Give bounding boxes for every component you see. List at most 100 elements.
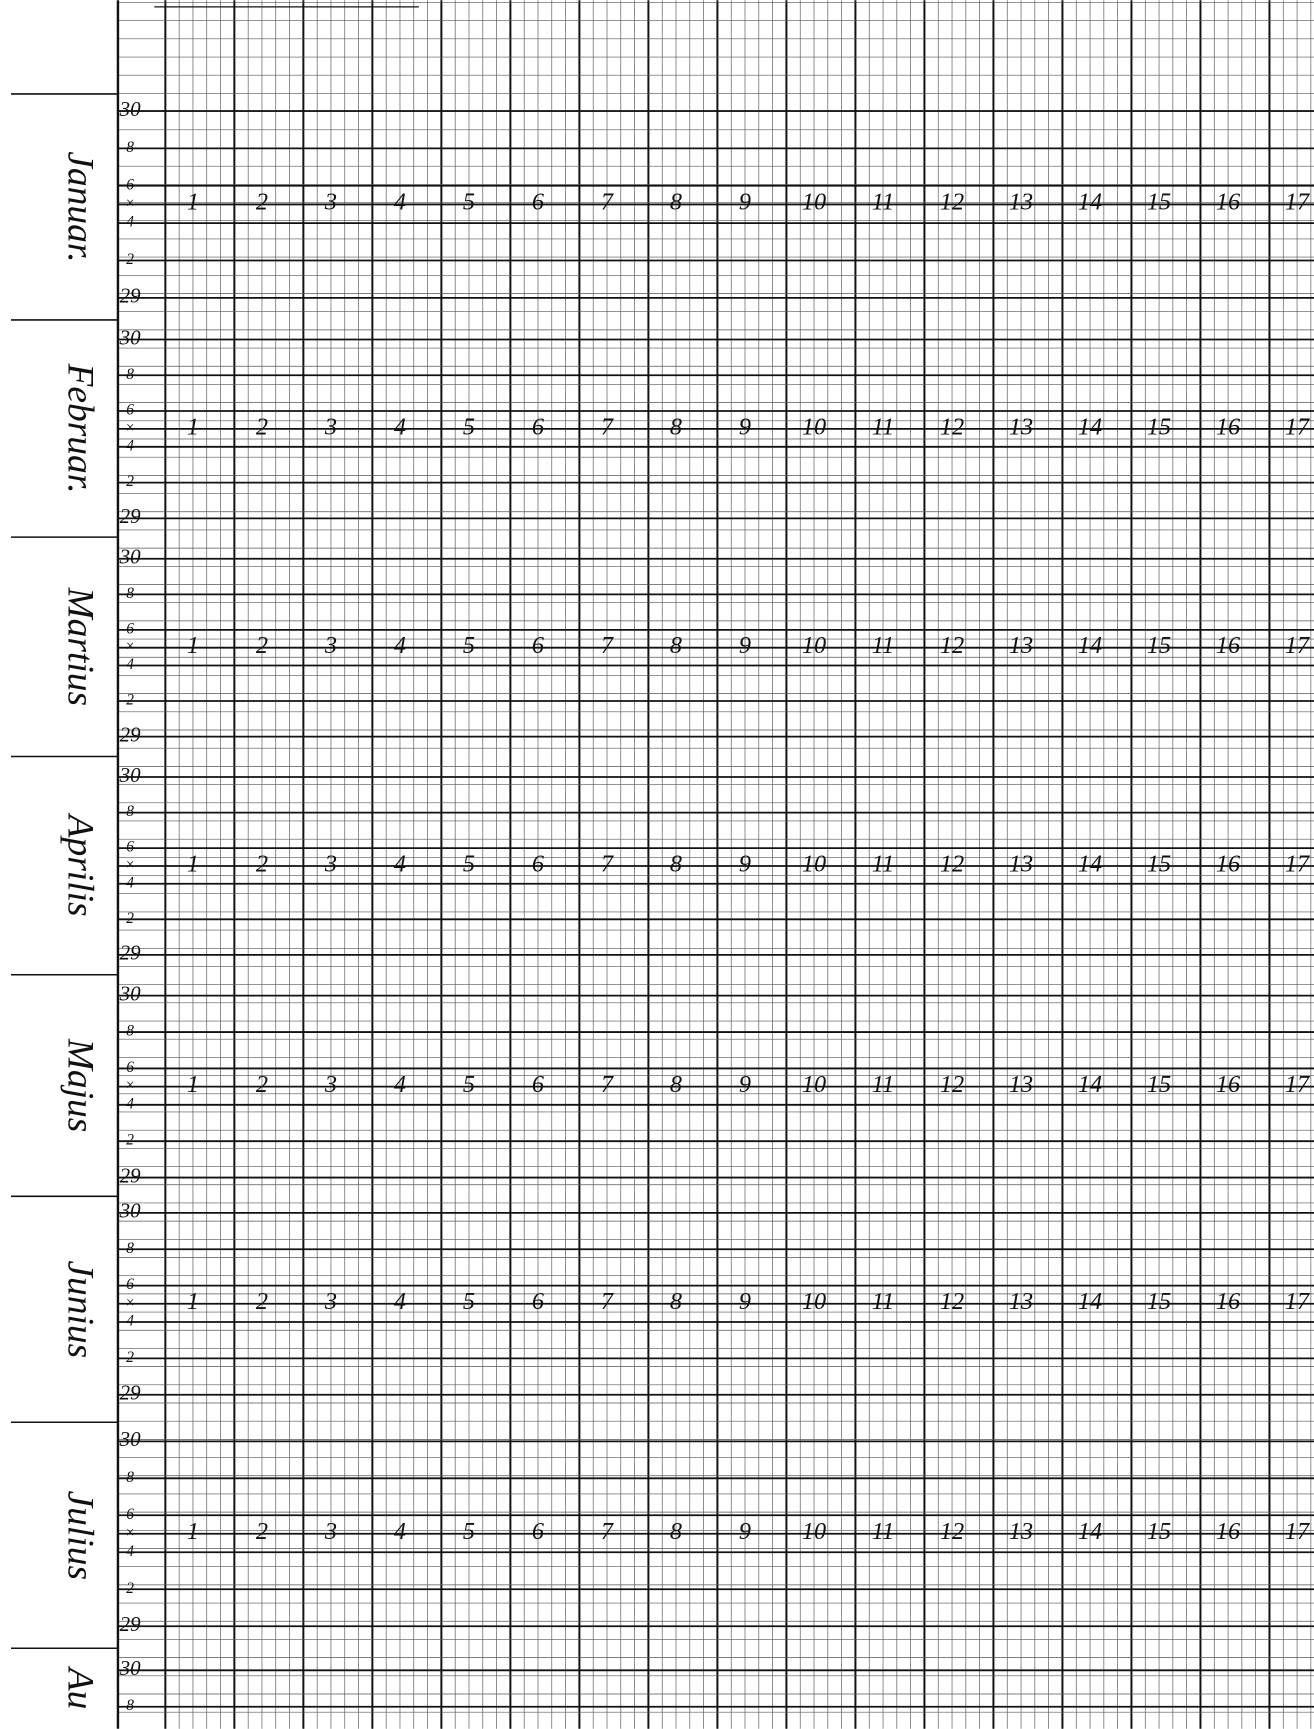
day-label: 15 xyxy=(1147,632,1171,659)
day-label: 3 xyxy=(324,1288,337,1315)
day-label: 16 xyxy=(1216,632,1240,659)
y-tick-label: 8 xyxy=(126,139,134,156)
day-label: 3 xyxy=(324,1518,337,1545)
month-title: Junius xyxy=(60,1260,101,1358)
day-label: 3 xyxy=(324,188,337,215)
day-label: 7 xyxy=(601,632,614,659)
day-label: 5 xyxy=(463,1288,475,1315)
y-tick-label: 8 xyxy=(126,1469,134,1486)
day-label: 16 xyxy=(1216,413,1240,440)
day-label: 16 xyxy=(1216,188,1240,215)
day-label: 14 xyxy=(1078,1288,1102,1315)
day-label: 5 xyxy=(463,413,475,440)
day-label: 15 xyxy=(1147,1288,1171,1315)
y-tick-label: 8 xyxy=(126,1240,134,1257)
day-label: 17 xyxy=(1285,188,1310,215)
day-label: 11 xyxy=(872,1071,894,1098)
y-tick-label: 30 xyxy=(119,97,141,121)
day-label: 4 xyxy=(394,188,406,215)
day-label: 7 xyxy=(601,1288,614,1315)
day-label: 14 xyxy=(1078,1071,1102,1098)
day-label: 9 xyxy=(739,850,751,877)
day-label: 16 xyxy=(1216,1288,1240,1315)
day-label: 11 xyxy=(872,1518,894,1545)
y-tick-label: 29 xyxy=(120,1381,141,1405)
day-label: 4 xyxy=(394,1518,406,1545)
y-tick-label: × xyxy=(125,1294,135,1311)
day-label: 4 xyxy=(394,1288,406,1315)
day-label: 10 xyxy=(802,1288,826,1315)
day-label: 2 xyxy=(256,1288,268,1315)
day-label: 12 xyxy=(940,850,964,877)
y-tick-label: 2 xyxy=(126,1580,134,1597)
day-label: 14 xyxy=(1078,1518,1102,1545)
month-title: Majus xyxy=(60,1038,101,1133)
day-label: 7 xyxy=(601,1071,614,1098)
day-label: 16 xyxy=(1216,850,1240,877)
day-label: 10 xyxy=(802,1518,826,1545)
day-label: 7 xyxy=(601,413,614,440)
y-tick-label: 4 xyxy=(126,437,134,454)
day-label: 16 xyxy=(1216,1071,1240,1098)
day-label: 17 xyxy=(1285,1071,1310,1098)
day-label: 17 xyxy=(1285,632,1310,659)
y-tick-label: 30 xyxy=(119,545,141,569)
y-tick-label: 6 xyxy=(126,620,134,637)
month-title: Julius xyxy=(60,1491,101,1581)
y-tick-label: 29 xyxy=(120,284,141,308)
y-tick-label: 8 xyxy=(126,585,134,602)
y-tick-label: 29 xyxy=(120,504,141,528)
y-tick-label: 30 xyxy=(119,981,141,1005)
day-label: 4 xyxy=(394,632,406,659)
day-label: 2 xyxy=(256,1518,268,1545)
day-label: 13 xyxy=(1009,1518,1033,1545)
y-tick-label: 4 xyxy=(126,1313,134,1330)
day-label: 8 xyxy=(670,413,682,440)
day-label: 1 xyxy=(187,850,199,877)
day-label: 7 xyxy=(601,1518,614,1545)
day-label: 16 xyxy=(1216,1518,1240,1545)
day-label: 4 xyxy=(394,1071,406,1098)
day-label: 1 xyxy=(187,1518,199,1545)
day-label: 6 xyxy=(532,632,544,659)
day-label: 2 xyxy=(256,850,268,877)
y-tick-label: 30 xyxy=(119,1427,141,1451)
y-tick-label: × xyxy=(125,1077,135,1094)
y-tick-label: 6 xyxy=(126,1276,134,1293)
month-title: Aprilis xyxy=(60,812,101,917)
day-label: 15 xyxy=(1147,1071,1171,1098)
day-label: 7 xyxy=(601,850,614,877)
day-label: 13 xyxy=(1009,1071,1033,1098)
y-tick-label: 6 xyxy=(126,1506,134,1523)
day-label: 8 xyxy=(670,1518,682,1545)
y-tick-label: × xyxy=(125,638,135,655)
y-tick-label: 8 xyxy=(126,366,134,383)
day-label: 1 xyxy=(187,188,199,215)
y-tick-label: 8 xyxy=(126,803,134,820)
y-tick-label: 8 xyxy=(126,1697,134,1714)
day-label: 1 xyxy=(187,413,199,440)
month-title: Januar. xyxy=(60,151,101,262)
y-tick-label: 29 xyxy=(120,1612,141,1636)
day-label: 12 xyxy=(940,632,964,659)
day-label: 13 xyxy=(1009,1288,1033,1315)
y-tick-label: 4 xyxy=(126,1543,134,1560)
day-label: 11 xyxy=(872,850,894,877)
day-label: 12 xyxy=(940,1071,964,1098)
day-label: 6 xyxy=(532,1518,544,1545)
month-title: Februar. xyxy=(60,362,101,493)
day-label: 9 xyxy=(739,632,751,659)
day-label: 5 xyxy=(463,1518,475,1545)
y-tick-label: 4 xyxy=(126,1095,134,1112)
day-label: 3 xyxy=(324,1071,337,1098)
day-label: 13 xyxy=(1009,413,1033,440)
y-tick-label: × xyxy=(125,856,135,873)
day-label: 2 xyxy=(256,1071,268,1098)
day-label: 9 xyxy=(739,1518,751,1545)
day-label: 1 xyxy=(187,1071,199,1098)
day-label: 14 xyxy=(1078,413,1102,440)
y-tick-label: 30 xyxy=(119,763,141,787)
day-label: 3 xyxy=(324,850,337,877)
y-tick-label: 4 xyxy=(126,214,134,231)
day-label: 10 xyxy=(802,1071,826,1098)
